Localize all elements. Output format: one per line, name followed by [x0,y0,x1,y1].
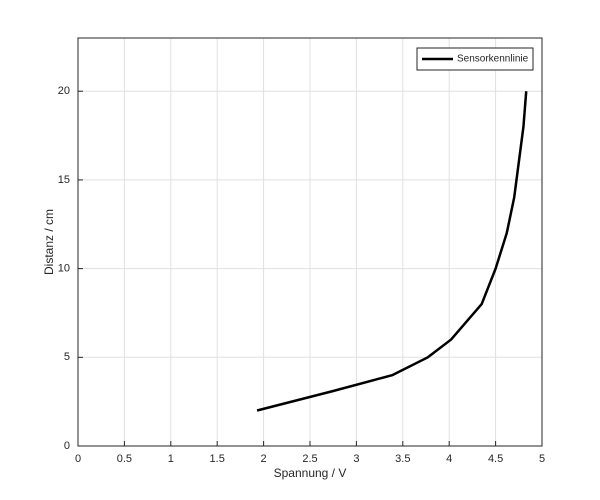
x-axis-label: Spannung / V [274,466,347,480]
data-line [256,91,528,412]
y-tick-label: 15 [58,174,70,186]
y-axis-label: Distanz / cm [42,209,56,275]
plot-frame [77,37,543,447]
y-tick-label: 10 [58,263,70,275]
x-tick-label: 3.5 [395,453,410,465]
x-tick-label: 3 [353,453,359,465]
y-tick-label: 0 [64,440,70,452]
y-tick-label: 5 [64,351,70,363]
y-tick-label: 20 [58,85,70,97]
legend-label: Sensorkennlinie [457,54,529,65]
x-tick-label: 1 [168,453,174,465]
x-tick-label: 0.5 [117,453,132,465]
x-tick-label: 1.5 [210,453,225,465]
x-tick-label: 4 [446,453,452,465]
x-tick-label: 2 [261,453,267,465]
x-tick-label: 5 [539,453,545,465]
x-tick-label: 0 [75,453,81,465]
x-tick-label: 2.5 [302,453,317,465]
x-tick-label: 4.5 [488,453,503,465]
legend-box [416,47,534,71]
